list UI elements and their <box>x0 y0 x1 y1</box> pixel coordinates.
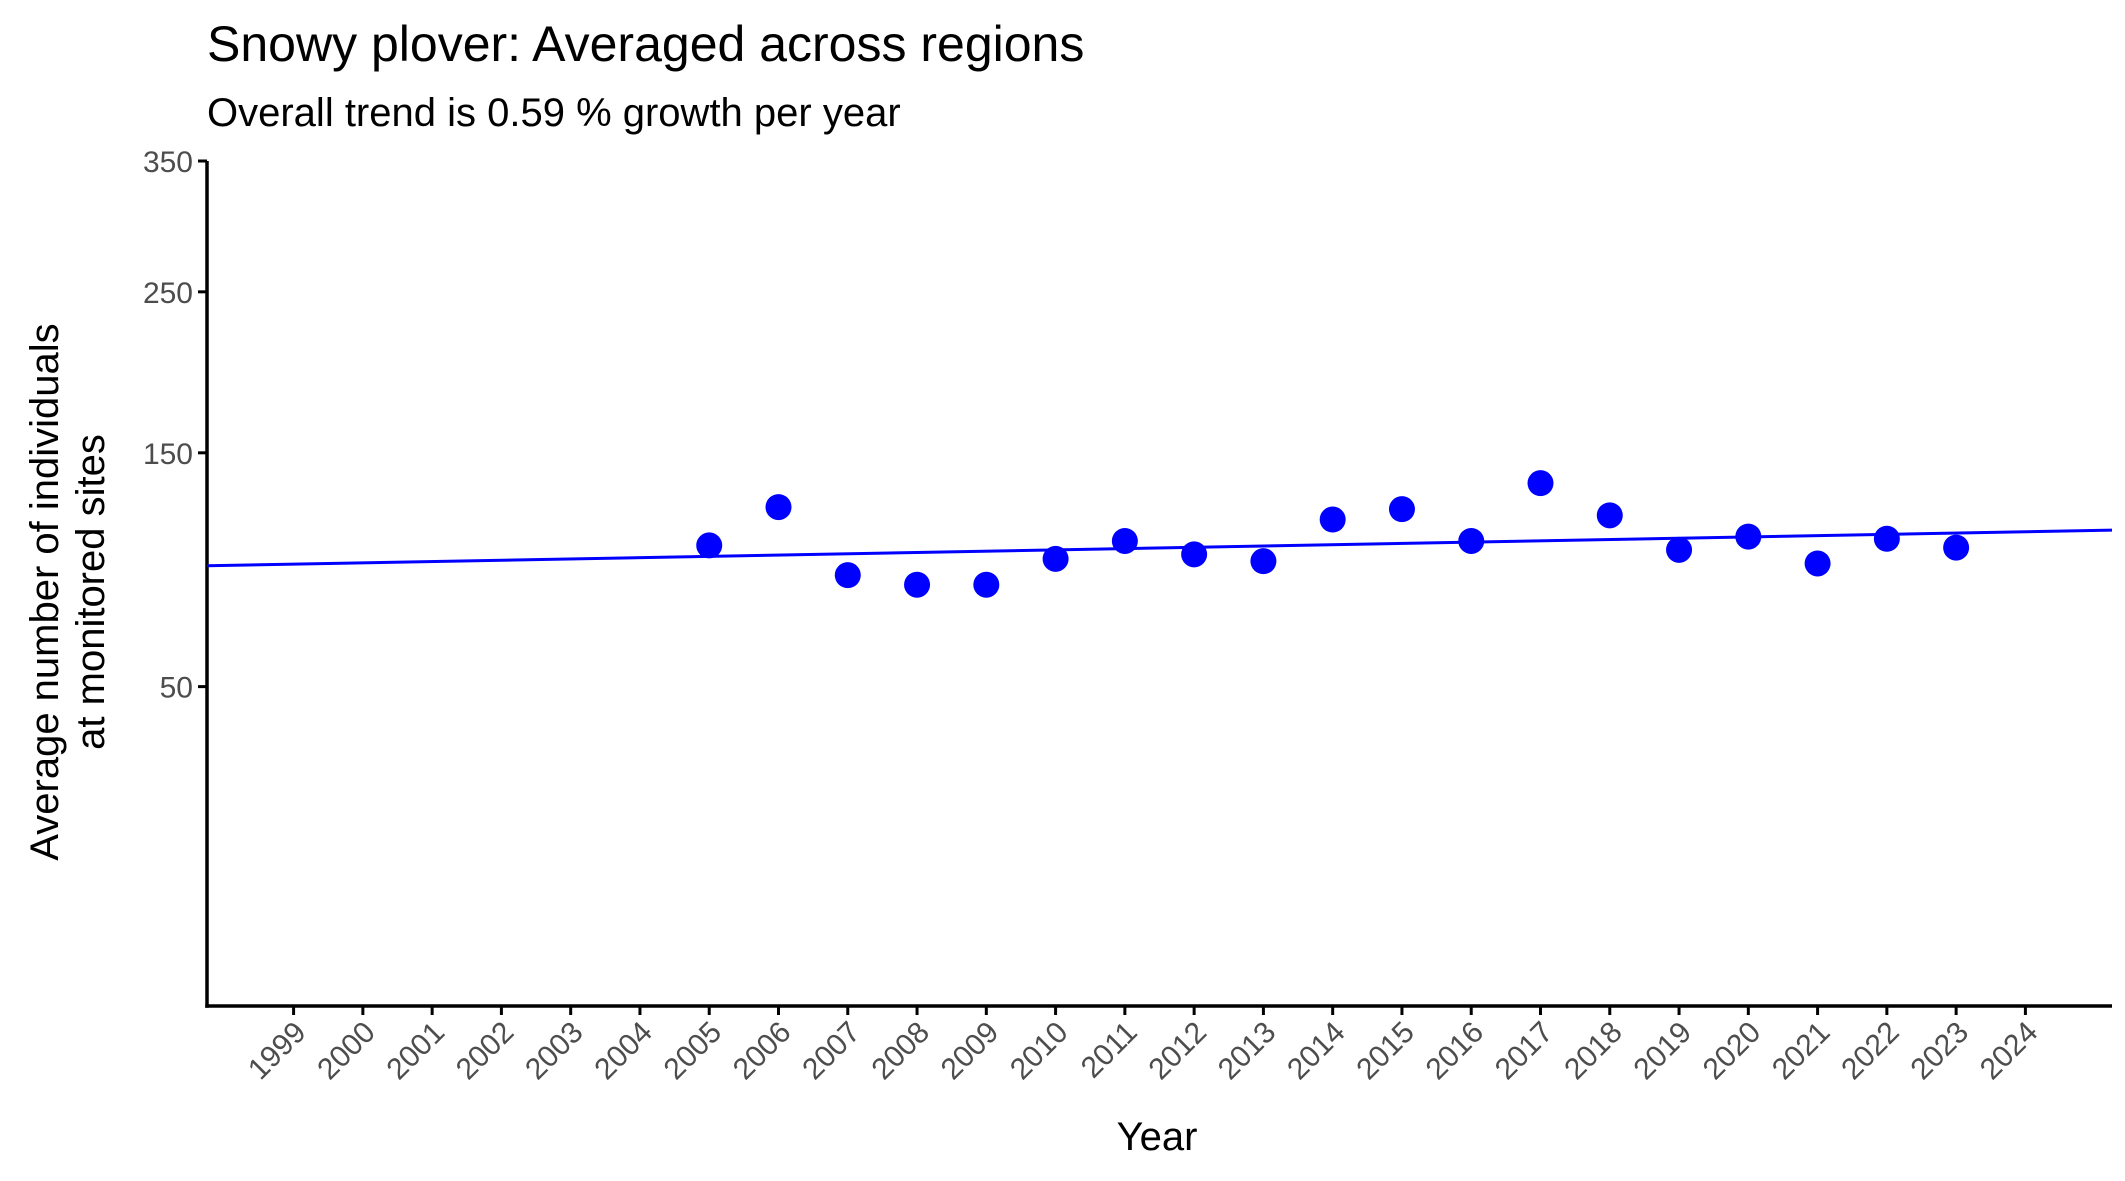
x-tick-label: 2018 <box>1558 1016 1629 1087</box>
x-tick-label: 2022 <box>1835 1016 1906 1087</box>
x-tick-label: 2000 <box>311 1016 382 1087</box>
x-tick-label: 2016 <box>1420 1016 1491 1087</box>
y-tick-label: 50 <box>160 672 193 705</box>
data-point <box>973 571 1000 598</box>
x-tick-label: 2024 <box>1974 1016 2045 1087</box>
x-tick-label: 2020 <box>1697 1016 1768 1087</box>
data-point <box>1943 534 1970 561</box>
data-points <box>696 470 1970 598</box>
data-point <box>1804 550 1831 577</box>
x-tick-label: 2021 <box>1766 1016 1837 1087</box>
data-point <box>1527 470 1554 497</box>
data-point <box>765 494 792 521</box>
x-tick-label: 2009 <box>935 1016 1006 1087</box>
x-tick-label: 2023 <box>1905 1016 1976 1087</box>
y-axis-title: Average number of individuals at monitor… <box>23 323 113 860</box>
x-tick-label: 2011 <box>1075 1016 1144 1085</box>
data-point <box>1873 525 1900 552</box>
x-tick-label: 2008 <box>865 1016 936 1087</box>
x-tick-label: 2013 <box>1212 1016 1283 1087</box>
y-tick-label: 150 <box>143 438 193 471</box>
x-tick-label: 1999 <box>242 1016 313 1087</box>
x-tick-label: 2019 <box>1627 1016 1698 1087</box>
data-point <box>1666 536 1693 563</box>
x-axis-ticks: 1999200020012002200320042005200620072008… <box>242 1006 2044 1086</box>
trend-line <box>206 528 2113 568</box>
y-axis-ticks: 50 150 250 350 <box>143 146 207 705</box>
chart-subtitle: Overall trend is 0.59 % growth per year <box>207 91 901 135</box>
x-tick-label: 2002 <box>450 1016 521 1087</box>
data-point <box>1111 527 1138 554</box>
y-axis-title-line-1: Average number of individuals <box>23 323 67 860</box>
x-tick-label: 2012 <box>1143 1016 1214 1087</box>
data-point <box>1388 496 1415 523</box>
data-point <box>1735 523 1762 550</box>
data-point <box>1250 548 1277 575</box>
x-tick-label: 2006 <box>727 1016 798 1087</box>
x-axis-title: Year <box>1117 1115 1198 1159</box>
data-point <box>1596 502 1623 529</box>
data-point <box>1458 527 1485 554</box>
data-point <box>904 571 931 598</box>
data-point <box>834 562 861 589</box>
x-tick-label: 2015 <box>1350 1016 1421 1087</box>
data-point <box>696 532 723 559</box>
y-tick-label: 350 <box>143 146 193 179</box>
data-point <box>1181 541 1208 568</box>
x-tick-label: 2005 <box>658 1016 729 1087</box>
data-point <box>1319 506 1346 533</box>
x-tick-label: 2003 <box>519 1016 590 1087</box>
x-tick-label: 2017 <box>1489 1016 1560 1087</box>
data-point <box>1042 545 1069 572</box>
chart-title: Snowy plover: Averaged across regions <box>207 16 1084 72</box>
y-tick-label: 250 <box>143 277 193 310</box>
x-tick-label: 2004 <box>588 1016 659 1087</box>
y-axis-title-line-2: at monitored sites <box>69 434 113 750</box>
x-tick-label: 2001 <box>381 1016 452 1087</box>
x-tick-label: 2014 <box>1281 1016 1352 1087</box>
x-tick-label: 2010 <box>1004 1016 1075 1087</box>
x-tick-label: 2007 <box>796 1016 867 1087</box>
